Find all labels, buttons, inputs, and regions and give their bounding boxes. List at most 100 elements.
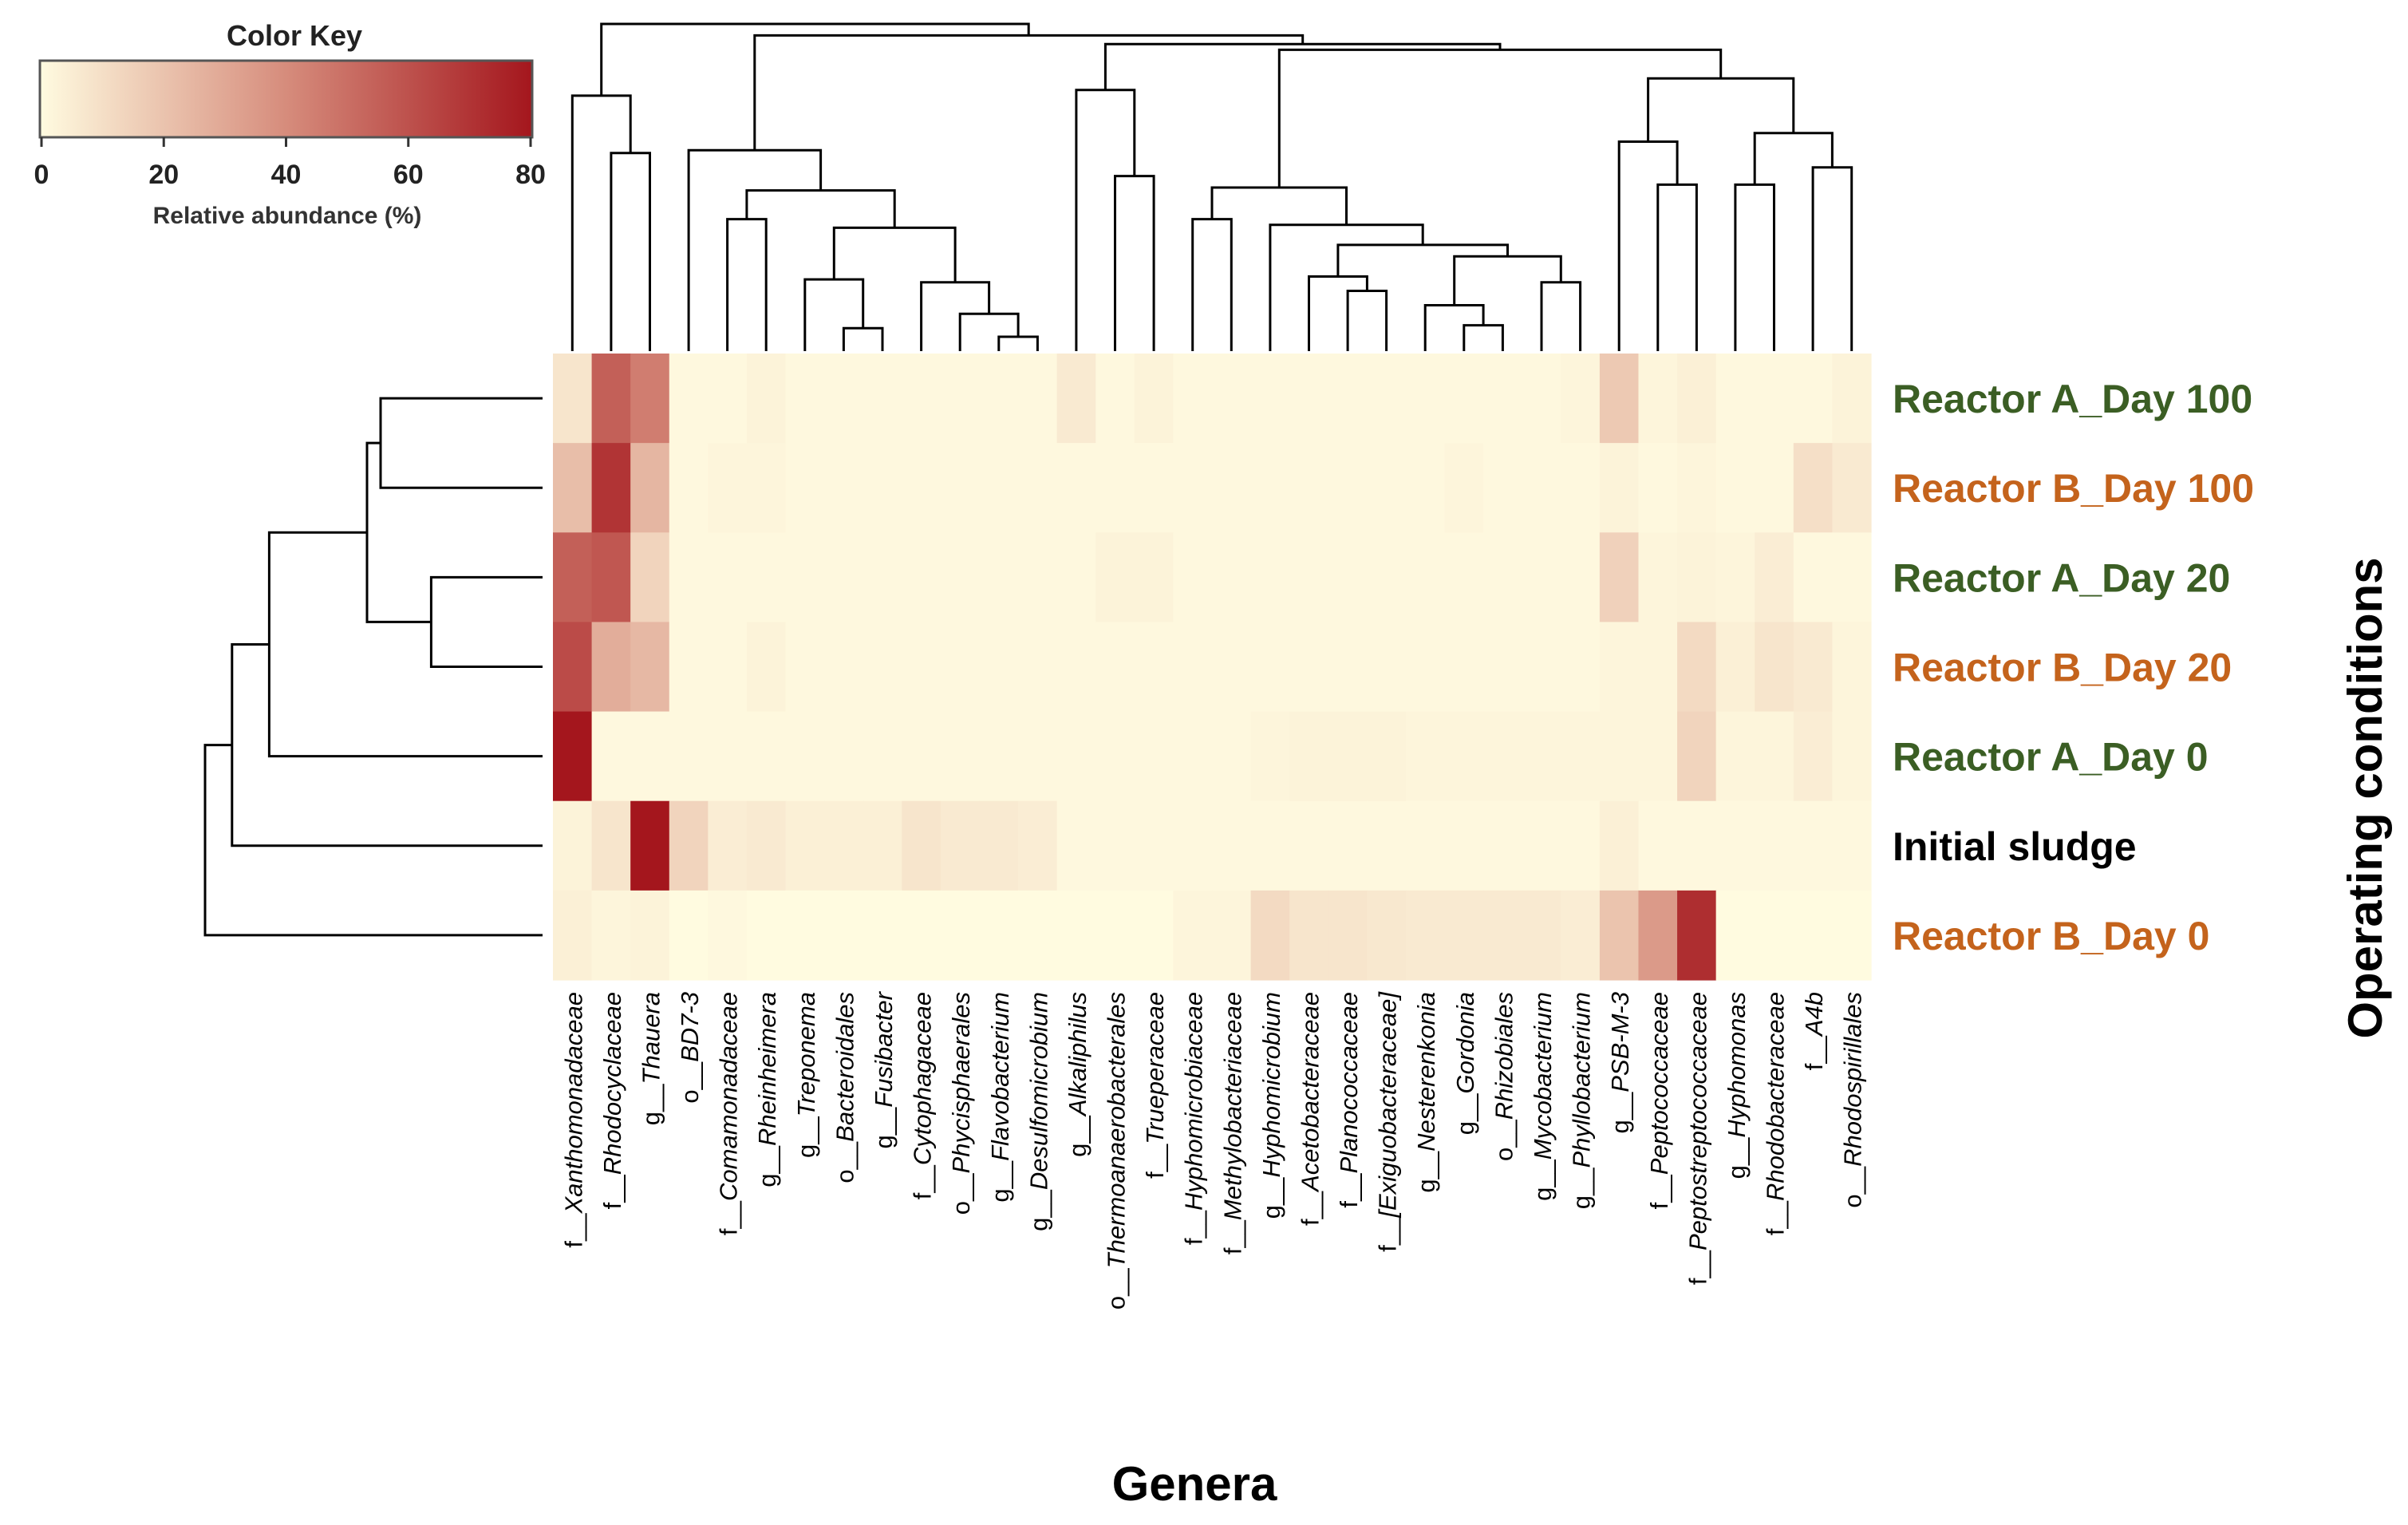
column-label-name: A4b [1800,992,1828,1037]
heatmap-cell [630,532,670,623]
heatmap-cell [940,354,981,444]
column-label-prefix: f__ [1762,1200,1790,1235]
heatmap-cell [1715,532,1755,623]
column-label-prefix: f__ [559,1213,587,1248]
column-dendrogram-link [1617,140,1679,351]
column-label-name: [Exiguobacteraceae] [1374,991,1402,1219]
heatmap-cell [1715,622,1755,713]
column-dendrogram-link [1540,281,1582,351]
heatmap-cell [591,711,631,802]
heatmap-cell [785,532,825,623]
heatmap-cell [1561,711,1601,802]
heatmap-cell [1444,622,1484,713]
column-label: o__Bacteroidales [831,992,859,1183]
heatmap-cell [940,800,981,891]
heatmap-cell [1018,354,1058,444]
heatmap-cell [1289,354,1329,444]
heatmap-cell [1832,622,1872,713]
heatmap-cell [1483,354,1523,444]
column-label-name: Hyphomicrobium [1257,992,1285,1178]
heatmap-cell [1755,622,1794,713]
heatmap-cell [1095,800,1135,891]
heatmap-cell [1018,622,1058,713]
column-label-name: Fusibacter [870,990,898,1107]
row-dendrogram-link [365,441,432,623]
heatmap-cell [1522,711,1561,802]
heatmap-cell [1056,443,1096,533]
heatmap-cell [1367,711,1407,802]
column-dendrogram-link [1075,89,1136,351]
heatmap-cell [669,443,709,533]
heatmap-cell [1212,354,1252,444]
heatmap-cell [1212,890,1252,981]
column-dendrogram-link [1346,290,1388,351]
column-label: g__Desulfomicrobium [1024,992,1052,1231]
heatmap-cell [1134,354,1174,444]
heatmap-cell [1755,800,1794,891]
column-label: g__Rheinheimera [753,992,781,1187]
heatmap-cell [1832,443,1872,533]
heatmap-cell [1367,622,1407,713]
heatmap-cell [746,800,787,891]
heatmap-cell [591,622,631,713]
heatmap-cell [1483,622,1523,713]
column-dendrogram-link [1656,183,1698,351]
row-label: Reactor B_Day 20 [1893,646,2232,690]
heatmap-cell [863,532,902,623]
heatmap-cell [1173,890,1213,981]
heatmap-cell [553,711,593,802]
column-label: o__BD7-3 [676,992,704,1104]
column-label: f__Acetobacteraceae [1297,992,1324,1226]
heatmap-cell [1715,800,1755,891]
column-label-name: Phycisphaerales [947,992,975,1173]
heatmap-cell [1056,890,1096,981]
heatmap-cell [1405,622,1446,713]
heatmap-cell [1405,711,1446,802]
column-label: o__Rhizobiales [1490,992,1518,1161]
heatmap-cell [591,354,631,444]
heatmap-cell [1522,800,1561,891]
heatmap-cell [1095,890,1135,981]
heatmap-cell [1444,711,1484,802]
column-label-name: Planococcaceae [1335,992,1363,1174]
column-label-prefix: g__ [1412,1151,1440,1192]
heatmap-cell [902,354,941,444]
heatmap-cell [979,532,1019,623]
heatmap-cell [1793,800,1834,891]
column-label-prefix: f__ [1141,1144,1169,1179]
y-axis-title: Operating conditions [2339,557,2392,1038]
row-dendrogram-link [379,397,543,489]
heatmap-cell [1405,443,1446,533]
column-label: f__Cytophagaceae [909,992,937,1199]
column-dendrogram-link [1308,275,1368,351]
heatmap-cell [1250,443,1290,533]
column-label-prefix: g__ [1606,1092,1634,1133]
heatmap-cell [1483,711,1523,802]
heatmap-cell [1405,890,1446,981]
heatmap-cell [708,711,748,802]
heatmap-cell [1444,532,1484,623]
column-label-prefix: g__ [792,1116,820,1157]
heatmap-cell [1289,622,1329,713]
heatmap-cell [863,354,902,444]
heatmap-cell [1367,443,1407,533]
column-label: g__Alkaliphilus [1064,992,1091,1157]
heatmap-cell [1173,532,1213,623]
column-label-name: Hyphomicrobiaceae [1180,992,1208,1211]
heatmap-cell [1056,711,1096,802]
heatmap-cell [630,711,670,802]
heatmap-cell [1018,443,1058,533]
heatmap-cell [746,890,787,981]
column-label: g__Gordonia [1451,992,1479,1135]
column-label-prefix: g__ [638,1084,665,1125]
heatmap-cell [979,443,1019,533]
heatmap-cell [1638,354,1678,444]
heatmap-cell [1134,532,1174,623]
column-label-name: Nesterenkonia [1412,992,1440,1152]
heatmap-cell [785,622,825,713]
heatmap-cell [746,622,787,713]
heatmap-cell [1638,890,1678,981]
column-label: g__Hyphomicrobium [1257,992,1285,1219]
column-label-prefix: o__ [1490,1120,1518,1161]
